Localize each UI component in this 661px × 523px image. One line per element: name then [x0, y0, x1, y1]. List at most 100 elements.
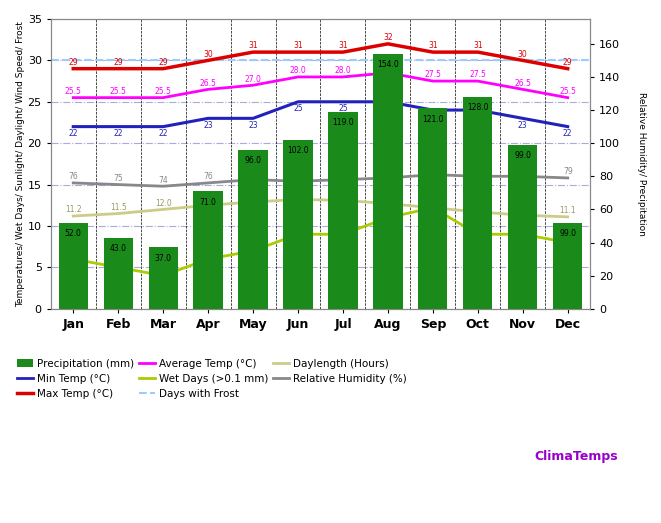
Legend: Precipitation (mm), Min Temp (°C), Max Temp (°C), Average Temp (°C), Wet Days (>: Precipitation (mm), Min Temp (°C), Max T…: [13, 355, 411, 403]
Text: 43.0: 43.0: [110, 244, 127, 253]
Text: 119.0: 119.0: [332, 118, 354, 127]
Text: 154.0: 154.0: [377, 60, 399, 70]
Text: 28.5: 28.5: [379, 62, 397, 71]
Text: 0: 0: [385, 299, 391, 308]
Text: 75: 75: [113, 174, 123, 183]
Text: 27.0: 27.0: [245, 75, 262, 84]
Text: 31: 31: [249, 41, 258, 50]
Text: 74: 74: [158, 176, 168, 185]
Text: 5: 5: [116, 257, 121, 266]
Text: 77: 77: [293, 170, 303, 179]
Y-axis label: Relative Humidity/ Precipitation: Relative Humidity/ Precipitation: [637, 92, 646, 236]
Bar: [373, 54, 403, 309]
Text: 11.1: 11.1: [559, 206, 576, 215]
Text: 29: 29: [159, 58, 168, 67]
Text: 25: 25: [383, 104, 393, 113]
Bar: [149, 247, 178, 309]
Text: 96.0: 96.0: [245, 156, 262, 165]
Text: 30: 30: [203, 50, 213, 59]
Text: 99.0: 99.0: [559, 229, 576, 238]
Text: 31: 31: [338, 41, 348, 50]
Text: 29: 29: [114, 58, 123, 67]
Text: 11.3: 11.3: [514, 204, 531, 213]
Text: 102.0: 102.0: [287, 146, 309, 155]
Text: 0: 0: [565, 299, 570, 308]
Text: 81: 81: [428, 164, 438, 173]
Bar: [329, 112, 358, 309]
Text: 0: 0: [295, 299, 301, 308]
Text: 26.5: 26.5: [200, 79, 217, 88]
Text: 28.0: 28.0: [334, 66, 352, 75]
Text: 13.2: 13.2: [290, 189, 307, 198]
Bar: [239, 150, 268, 309]
Text: 37.0: 37.0: [155, 254, 172, 263]
Y-axis label: Temperatures/ Wet Days/ Sunlight/ Daylight/ Wind Speed/ Frost: Temperatures/ Wet Days/ Sunlight/ Daylig…: [16, 21, 25, 307]
Text: 52.0: 52.0: [65, 229, 82, 238]
Text: 24: 24: [428, 112, 438, 121]
Text: 0: 0: [161, 299, 166, 308]
Text: 12.5: 12.5: [200, 195, 216, 203]
Text: 78: 78: [338, 169, 348, 178]
Text: 6: 6: [71, 248, 76, 257]
Text: 30: 30: [518, 50, 527, 59]
Text: 23: 23: [204, 121, 213, 130]
Text: 79: 79: [563, 167, 572, 176]
Text: 13.1: 13.1: [334, 190, 352, 199]
Text: 12.0: 12.0: [155, 199, 171, 208]
Bar: [508, 145, 537, 309]
Bar: [418, 108, 447, 309]
Bar: [194, 191, 223, 309]
Text: 0: 0: [430, 299, 436, 308]
Text: 4: 4: [161, 265, 166, 274]
Text: 12.2: 12.2: [424, 197, 441, 206]
Text: 80: 80: [518, 166, 527, 175]
Text: 26.5: 26.5: [514, 79, 531, 88]
Text: 0: 0: [475, 299, 481, 308]
Bar: [104, 237, 133, 309]
Text: 22: 22: [159, 129, 168, 138]
Text: 8: 8: [565, 232, 570, 241]
Text: 27.5: 27.5: [424, 71, 442, 79]
Bar: [59, 223, 88, 309]
Text: 11: 11: [383, 207, 393, 216]
Text: 11.7: 11.7: [469, 201, 486, 210]
Bar: [284, 140, 313, 309]
Text: 71.0: 71.0: [200, 198, 217, 207]
Text: 11.5: 11.5: [110, 203, 126, 212]
Text: 23: 23: [518, 121, 527, 130]
Text: 80: 80: [473, 166, 483, 175]
Text: 9: 9: [520, 224, 525, 233]
Text: 0: 0: [116, 299, 121, 308]
Text: 32: 32: [383, 33, 393, 42]
Text: 29: 29: [563, 58, 572, 67]
Text: 25.5: 25.5: [110, 87, 127, 96]
Text: 0: 0: [206, 299, 211, 308]
Text: 29: 29: [69, 58, 78, 67]
Text: 9: 9: [295, 224, 301, 233]
Text: 25.5: 25.5: [155, 87, 172, 96]
Text: 25: 25: [293, 104, 303, 113]
Text: 12.2: 12.2: [424, 197, 441, 206]
Text: 22: 22: [563, 129, 572, 138]
Text: 76: 76: [68, 172, 78, 181]
Text: 28.0: 28.0: [290, 66, 307, 75]
Text: 23: 23: [249, 121, 258, 130]
Text: 0: 0: [340, 299, 346, 308]
Text: 11.2: 11.2: [65, 206, 81, 214]
Bar: [463, 97, 492, 309]
Text: 12.7: 12.7: [379, 193, 397, 202]
Bar: [553, 223, 582, 309]
Text: 12.9: 12.9: [245, 191, 262, 200]
Text: 31: 31: [293, 41, 303, 50]
Text: 22: 22: [69, 129, 78, 138]
Text: 76: 76: [203, 172, 213, 181]
Text: 22: 22: [114, 129, 123, 138]
Text: 7: 7: [251, 240, 256, 249]
Text: 6: 6: [206, 248, 211, 257]
Text: 99.0: 99.0: [514, 152, 531, 161]
Text: 121.0: 121.0: [422, 115, 444, 124]
Text: 25.5: 25.5: [559, 87, 576, 96]
Text: 79: 79: [383, 167, 393, 176]
Text: 25.5: 25.5: [65, 87, 82, 96]
Text: 31: 31: [473, 41, 483, 50]
